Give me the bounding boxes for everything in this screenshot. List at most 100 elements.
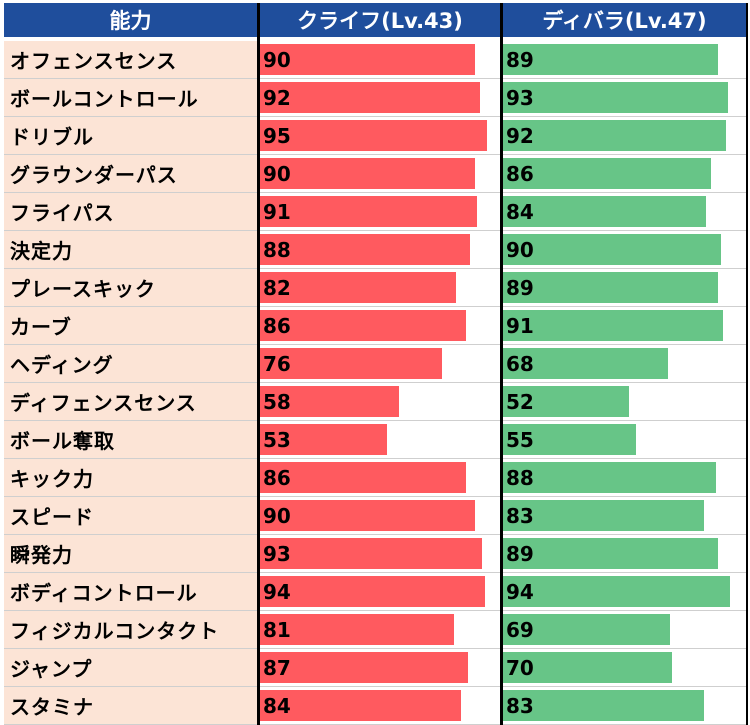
value-player-b: 68 xyxy=(506,351,534,376)
value-cell: 86 xyxy=(260,307,500,345)
bar-player-b xyxy=(503,196,707,227)
value-cell: 86 xyxy=(503,155,746,193)
header-label: 能力 xyxy=(4,3,257,37)
value-player-a: 53 xyxy=(263,427,291,452)
value-player-a: 76 xyxy=(263,351,291,376)
value-cell: 93 xyxy=(503,79,746,117)
value-player-a: 90 xyxy=(263,47,291,72)
header-player-a: クライフ(Lv.43) xyxy=(260,3,500,37)
bar-player-a xyxy=(260,538,483,569)
value-cell: 84 xyxy=(260,687,500,725)
bar-player-b xyxy=(503,386,629,417)
value-cell: 89 xyxy=(503,269,746,307)
value-cell: 55 xyxy=(503,421,746,459)
value-cell: 52 xyxy=(503,383,746,421)
category-label: フライパス xyxy=(4,193,257,231)
category-label: ドリブル xyxy=(4,117,257,155)
bar-player-a xyxy=(260,310,466,341)
value-player-b: 70 xyxy=(506,655,534,680)
value-cell: 86 xyxy=(260,459,500,497)
value-cell: 87 xyxy=(260,649,500,687)
bar-player-b xyxy=(503,158,712,189)
bar-player-a xyxy=(260,44,476,75)
value-player-b: 90 xyxy=(506,237,534,262)
value-player-a: 88 xyxy=(263,237,291,262)
category-label: ヘディング xyxy=(4,345,257,383)
category-label: ボディコントロール xyxy=(4,573,257,611)
bar-player-a xyxy=(260,500,476,531)
value-player-a: 86 xyxy=(263,465,291,490)
value-cell: 83 xyxy=(503,497,746,535)
category-label: 決定力 xyxy=(4,231,257,269)
bar-player-a xyxy=(260,272,456,303)
value-cell: 68 xyxy=(503,345,746,383)
bar-player-b xyxy=(503,614,670,645)
value-player-b: 86 xyxy=(506,161,534,186)
bar-player-a xyxy=(260,576,485,607)
value-player-a: 86 xyxy=(263,313,291,338)
value-player-b: 69 xyxy=(506,617,534,642)
value-player-b: 84 xyxy=(506,199,534,224)
value-cell: 91 xyxy=(260,193,500,231)
value-cell: 84 xyxy=(503,193,746,231)
bar-player-b xyxy=(503,82,729,113)
header-player-b: ディバラ(Lv.47) xyxy=(503,3,746,37)
bar-player-a xyxy=(260,386,399,417)
value-cell: 94 xyxy=(503,573,746,611)
value-cell: 53 xyxy=(260,421,500,459)
column-divider xyxy=(500,3,503,725)
value-player-a: 58 xyxy=(263,389,291,414)
value-player-b: 89 xyxy=(506,541,534,566)
bar-player-a xyxy=(260,462,466,493)
value-cell: 92 xyxy=(260,79,500,117)
category-label: ボール奪取 xyxy=(4,421,257,459)
value-cell: 94 xyxy=(260,573,500,611)
value-player-a: 93 xyxy=(263,541,291,566)
category-label: ボールコントロール xyxy=(4,79,257,117)
category-label: スタミナ xyxy=(4,687,257,725)
value-player-a: 90 xyxy=(263,503,291,528)
value-player-b: 93 xyxy=(506,85,534,110)
value-cell: 92 xyxy=(503,117,746,155)
value-player-b: 52 xyxy=(506,389,534,414)
bar-player-a xyxy=(260,652,468,683)
bar-player-a xyxy=(260,82,480,113)
bar-player-b xyxy=(503,310,724,341)
value-cell: 89 xyxy=(503,535,746,573)
value-player-b: 89 xyxy=(506,47,534,72)
value-cell: 90 xyxy=(503,231,746,269)
bar-player-b xyxy=(503,424,637,455)
value-player-a: 84 xyxy=(263,693,291,718)
value-player-a: 92 xyxy=(263,85,291,110)
category-label: キック力 xyxy=(4,459,257,497)
bar-player-b xyxy=(503,576,731,607)
bar-player-a xyxy=(260,424,387,455)
value-player-a: 95 xyxy=(263,123,291,148)
value-cell: 83 xyxy=(503,687,746,725)
bar-player-b xyxy=(503,348,668,379)
category-label: フィジカルコンタクト xyxy=(4,611,257,649)
value-player-a: 81 xyxy=(263,617,291,642)
value-player-b: 88 xyxy=(506,465,534,490)
value-cell: 93 xyxy=(260,535,500,573)
category-label: プレースキック xyxy=(4,269,257,307)
bar-player-b xyxy=(503,120,726,151)
value-player-b: 89 xyxy=(506,275,534,300)
value-player-a: 82 xyxy=(263,275,291,300)
value-cell: 88 xyxy=(260,231,500,269)
value-cell: 89 xyxy=(503,41,746,79)
bar-player-a xyxy=(260,158,476,189)
value-cell: 76 xyxy=(260,345,500,383)
category-label: グラウンダーパス xyxy=(4,155,257,193)
value-player-a: 91 xyxy=(263,199,291,224)
bar-player-b xyxy=(503,234,721,265)
column-divider xyxy=(746,3,748,725)
bar-player-a xyxy=(260,234,471,265)
value-player-b: 92 xyxy=(506,123,534,148)
value-cell: 81 xyxy=(260,611,500,649)
bar-player-b xyxy=(503,690,704,721)
value-player-a: 90 xyxy=(263,161,291,186)
bar-player-b xyxy=(503,272,719,303)
bar-player-a xyxy=(260,196,478,227)
value-cell: 70 xyxy=(503,649,746,687)
